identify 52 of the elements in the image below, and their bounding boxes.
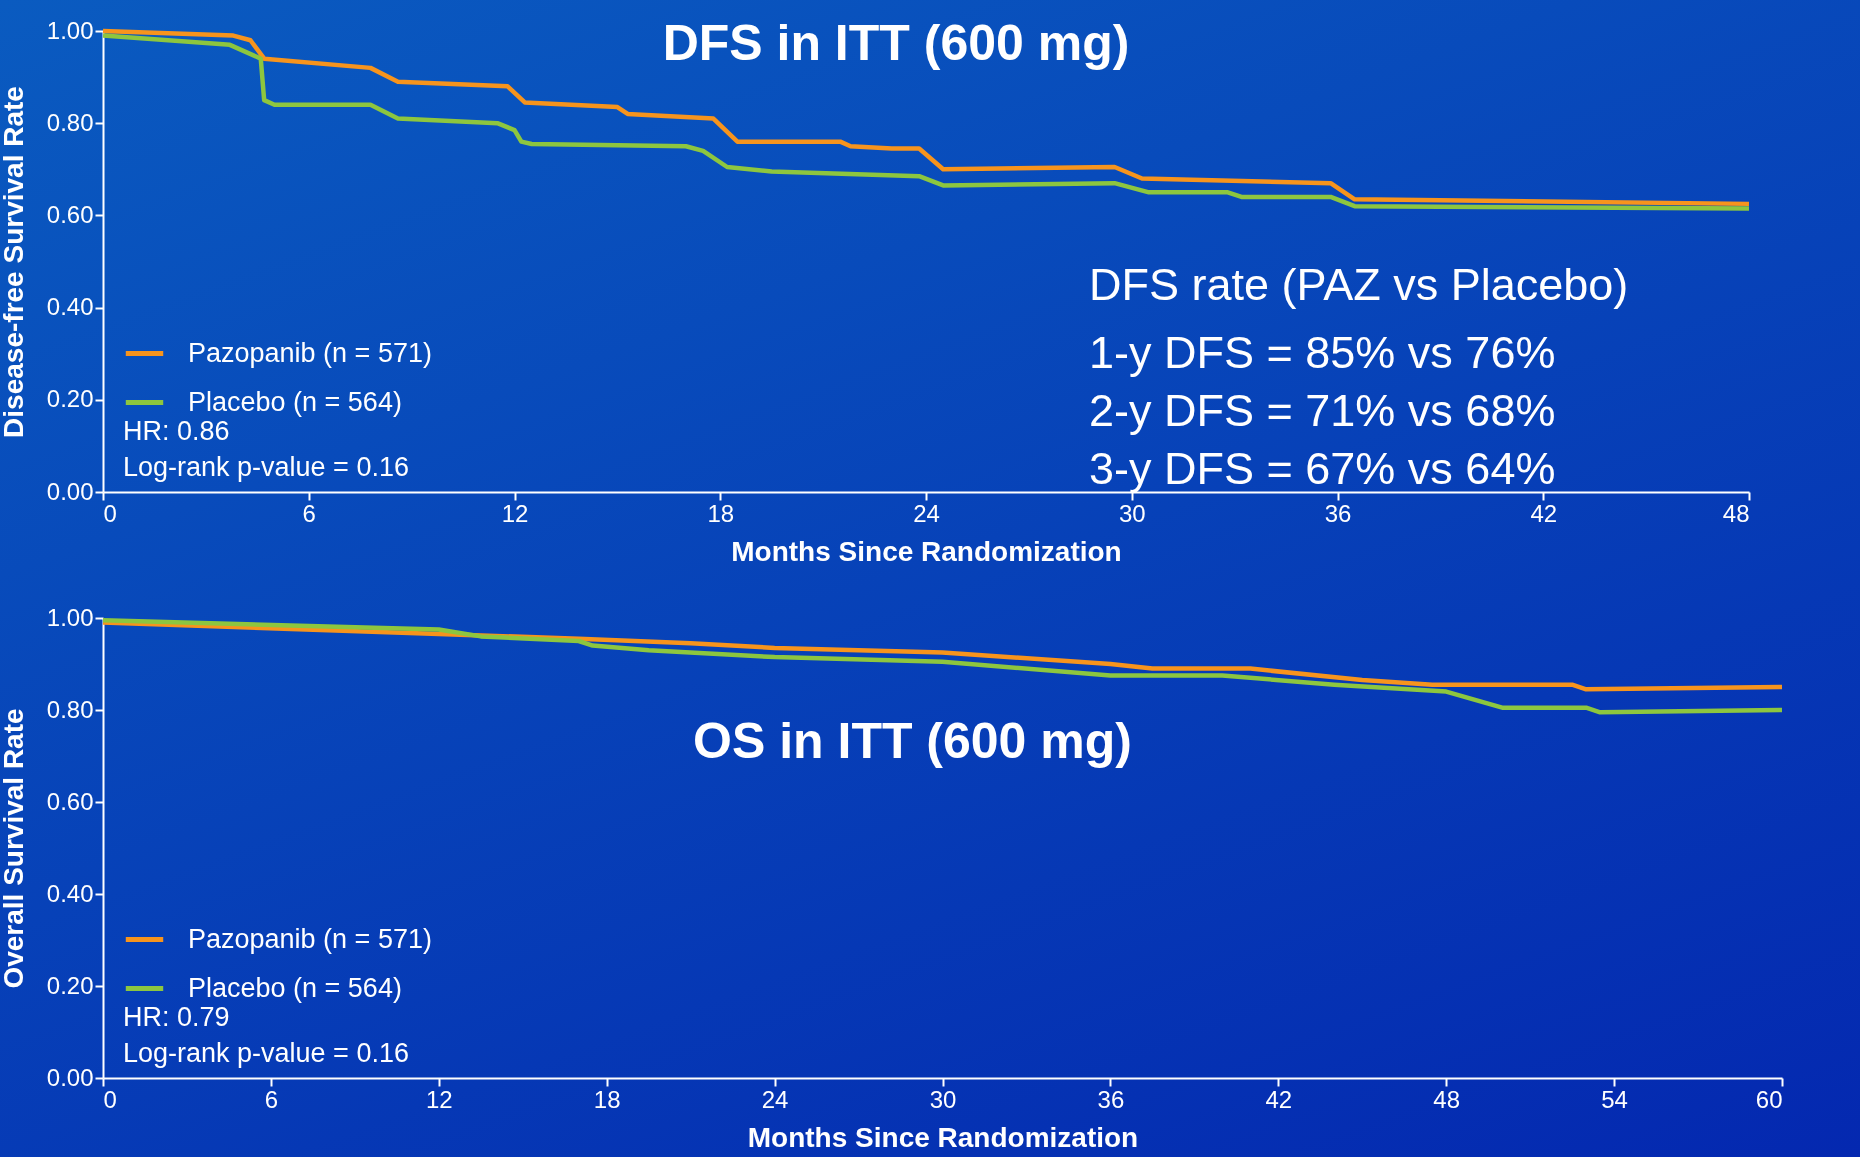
annotation: Log-rank p-value = 0.16 [123, 1038, 409, 1068]
x-tick-label: 24 [913, 499, 940, 527]
y-tick-label: 0.40 [46, 293, 94, 321]
annotation: 1-y DFS = 85% vs 76% [1089, 327, 1556, 378]
y-tick-label: 0.00 [46, 477, 94, 505]
x-tick-label: 18 [593, 1085, 621, 1113]
text: OS in ITT (600 mg) [693, 713, 1132, 769]
annotation: 3-y DFS = 67% vs 64% [1089, 443, 1556, 494]
x-tick-label: 0 [103, 1085, 117, 1113]
x-tick-label: 48 [1722, 499, 1750, 527]
legend-label: Pazopanib (n = 571) [188, 337, 432, 368]
y-tick-label: 0.00 [46, 1063, 94, 1091]
y-tick-label: 0.60 [46, 200, 94, 228]
x-axis-title: Months Since Randomization [731, 535, 1122, 567]
chart-title: DFS in ITT (600 mg) [662, 15, 1130, 71]
annotation: HR: 0.79 [123, 1002, 230, 1032]
y-tick-label: 0.80 [46, 695, 94, 723]
x-tick-label: 12 [501, 499, 529, 527]
annotation: 2-y DFS = 71% vs 68% [1089, 385, 1556, 436]
x-tick-label: 30 [1118, 499, 1146, 527]
x-tick-label: 42 [1265, 1085, 1293, 1113]
y-tick-label: 0.20 [46, 971, 94, 999]
y-tick-label: 0.40 [46, 879, 94, 907]
y-axis-title: Disease-free Survival Rate [0, 86, 29, 438]
y-tick-label: 0.20 [46, 385, 94, 413]
annotation: DFS rate (PAZ vs Placebo) [1089, 259, 1629, 310]
x-tick-label: 60 [1755, 1085, 1783, 1113]
legend-label: Placebo (n = 564) [188, 972, 402, 1003]
annotation: Log-rank p-value = 0.16 [123, 452, 409, 482]
x-tick-label: 36 [1097, 1085, 1125, 1113]
line-series [100, 620, 1785, 692]
x-tick-label: 6 [264, 1085, 279, 1113]
x-tick-label: 54 [1601, 1085, 1628, 1113]
x-tick-label: 0 [103, 499, 117, 527]
y-tick-label: 1.00 [46, 603, 94, 631]
x-tick-label: 12 [425, 1085, 453, 1113]
x-tick-label: 24 [761, 1085, 789, 1113]
legend-label: Pazopanib (n = 571) [188, 923, 432, 954]
y-axis-title: Overall Survival Rate [0, 708, 29, 989]
line-series [100, 618, 1785, 715]
x-tick-label: 42 [1530, 499, 1558, 527]
y-tick-label: 1.00 [46, 16, 94, 44]
y-tick-label: 0.80 [46, 108, 94, 136]
x-tick-label: 48 [1433, 1085, 1461, 1113]
x-tick-label: 36 [1324, 499, 1352, 527]
y-tick-label: 0.60 [46, 787, 94, 815]
x-axis-title: Months Since Randomization [747, 1121, 1139, 1153]
x-tick-label: 6 [302, 499, 316, 527]
x-tick-label: 30 [929, 1085, 957, 1113]
x-tick-label: 18 [707, 499, 735, 527]
annotation: HR: 0.86 [123, 416, 230, 446]
legend-label: Placebo (n = 564) [188, 386, 402, 417]
